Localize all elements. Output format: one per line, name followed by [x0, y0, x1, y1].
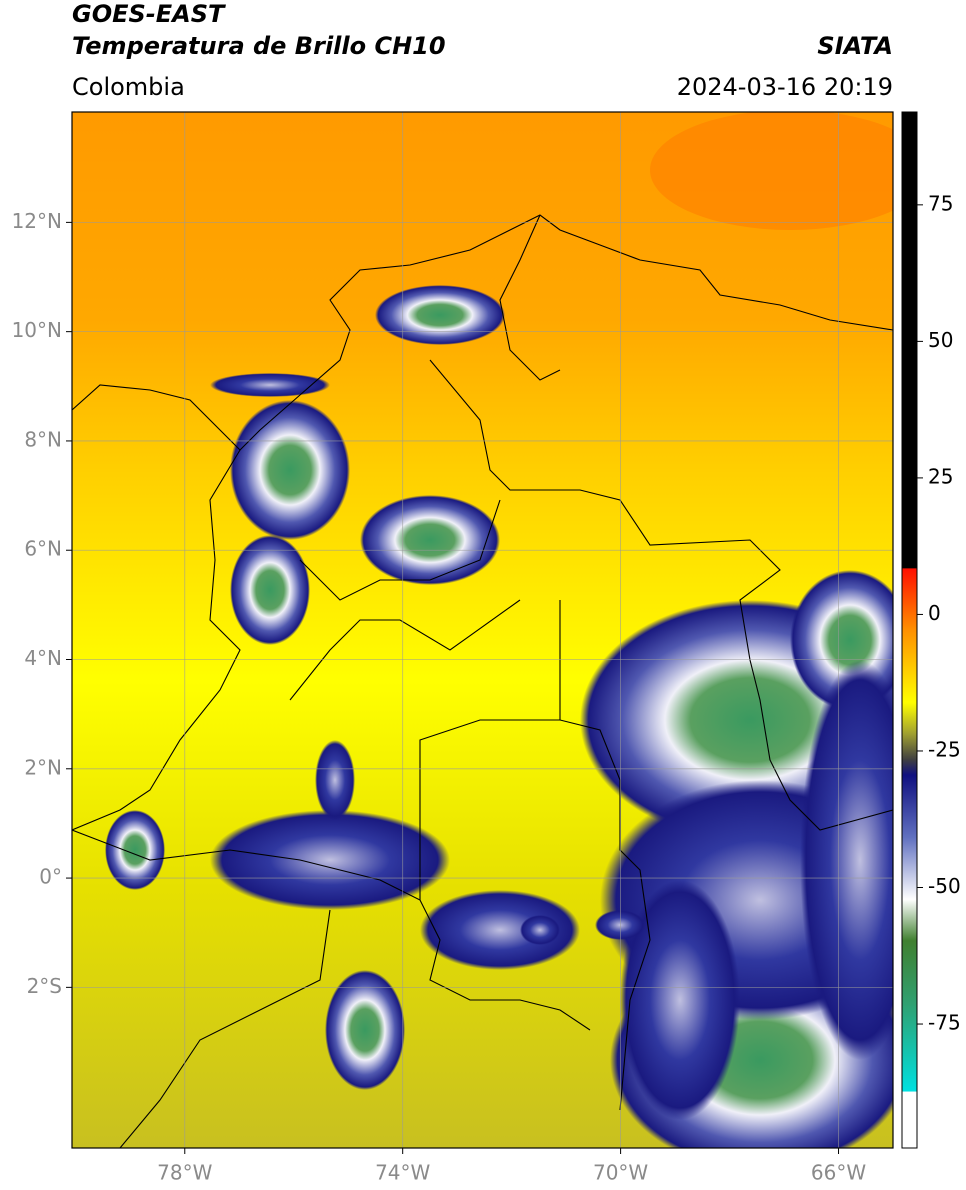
- warm-area: [650, 112, 893, 230]
- colorbar-tick-label: 75: [928, 191, 953, 215]
- y-tick-label: 12°N: [12, 209, 62, 233]
- agency: SIATA: [817, 32, 893, 60]
- colorbar-tick-label: 25: [928, 464, 953, 488]
- region: Colombia: [72, 73, 185, 101]
- source: GOES-EAST: [72, 0, 226, 28]
- ticks: 78°W 74°W 70°W 66°W 12°N 10°N 8°N 6°N 4°N 2°N 0° 2°…: [12, 191, 961, 1184]
- colorbar-tick-label: 0: [928, 601, 941, 625]
- x-tick-label: 74°W: [375, 1161, 430, 1185]
- y-tick-label: 2°S: [27, 974, 62, 998]
- colorbar: [901, 111, 918, 1149]
- colorbar-tick-label: -75: [928, 1011, 961, 1035]
- y-tick-label: 0°: [39, 865, 62, 889]
- colorbar-tick-label: 50: [928, 328, 953, 352]
- map-frame: [71, 111, 894, 1149]
- grid: [72, 112, 893, 1148]
- x-tick-label: 70°W: [593, 1161, 648, 1185]
- y-tick-label: 6°N: [24, 537, 62, 561]
- y-tick-label: 4°N: [24, 646, 62, 670]
- satellite-image: [72, 112, 893, 1148]
- y-tick-label: 2°N: [24, 755, 62, 779]
- x-tick-label: 78°W: [157, 1161, 212, 1185]
- title: Temperatura de Brillo CH10: [72, 32, 446, 60]
- y-tick-label: 8°N: [24, 427, 62, 451]
- borders: [72, 214, 893, 1148]
- x-tick-label: 66°W: [811, 1161, 866, 1185]
- datetime: 2024-03-16 20:19: [677, 73, 893, 101]
- y-tick-label: 10°N: [12, 318, 62, 342]
- colorbar-tick-label: -50: [928, 874, 961, 898]
- colorbar-tick-label: -25: [928, 737, 961, 761]
